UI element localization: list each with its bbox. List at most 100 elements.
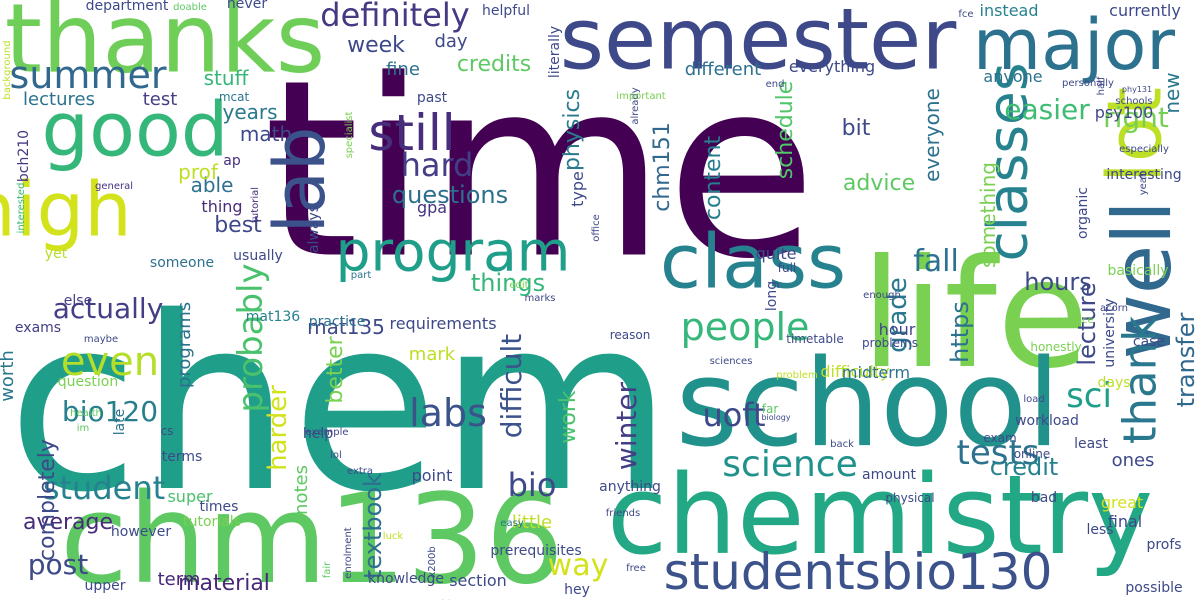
cloud-word: times <box>199 499 239 515</box>
cloud-word: test <box>142 89 178 110</box>
cloud-word: type <box>568 171 587 207</box>
cloud-word: organic <box>1075 186 1091 240</box>
cloud-word: week <box>347 33 405 58</box>
cloud-word: good <box>41 85 229 174</box>
cloud-word: winter <box>610 381 643 471</box>
cloud-word: better <box>323 336 348 404</box>
cloud-word: fair <box>322 561 333 579</box>
cloud-word: something <box>976 162 1000 268</box>
cloud-word: currently <box>1109 1 1181 20</box>
cloud-word: worth <box>0 350 18 402</box>
cloud-word: free <box>626 563 646 574</box>
cloud-word: mat135 <box>307 315 385 339</box>
cloud-word: doable <box>173 2 207 13</box>
cloud-word: midterm <box>841 363 911 382</box>
cloud-word: acorn <box>1099 303 1129 314</box>
cloud-word: science <box>722 444 858 485</box>
cloud-word: less <box>1086 522 1114 538</box>
cloud-word: definitely <box>320 0 470 34</box>
cloud-word: fall <box>913 244 959 279</box>
cloud-word: reason <box>609 328 651 342</box>
cloud-word: mcat <box>218 90 250 104</box>
cloud-word: yet <box>44 246 68 262</box>
cloud-word: major <box>972 4 1176 86</box>
cloud-word: maybe <box>83 334 119 345</box>
cloud-word: ones <box>1111 450 1155 471</box>
cloud-word: knowledge <box>368 571 444 587</box>
cloud-word: example <box>305 427 349 438</box>
cloud-word: background <box>2 40 13 100</box>
cloud-word: time <box>263 27 817 313</box>
cloud-word: problem <box>776 370 818 381</box>
cloud-word: semester <box>559 0 957 90</box>
cloud-word: edit <box>509 280 529 291</box>
cloud-word: years <box>222 100 278 124</box>
cloud-word: never <box>226 0 268 12</box>
cloud-word: practice <box>308 314 366 330</box>
cloud-word: physical <box>885 491 935 505</box>
cloud-word: always <box>306 204 322 254</box>
cloud-word: studentsbio130 <box>663 543 1053 600</box>
cloud-word: physics <box>560 88 585 172</box>
cloud-word: people <box>680 305 810 349</box>
cloud-word: office <box>591 214 602 242</box>
cloud-word: ap <box>223 153 241 169</box>
cloud-word: school <box>675 335 1061 474</box>
cloud-word: workload <box>1015 413 1079 429</box>
cloud-word: average <box>22 510 114 535</box>
cloud-word: else <box>63 293 93 309</box>
cloud-word: department <box>85 0 169 14</box>
cloud-word: uoft <box>702 396 766 434</box>
cloud-word: especially <box>1119 144 1169 155</box>
cloud-word: schools <box>1115 96 1153 107</box>
cloud-word: late <box>112 408 128 436</box>
cloud-word: everything <box>788 57 876 76</box>
cloud-word: summer <box>9 53 167 97</box>
cloud-word: sciences <box>709 356 753 367</box>
cloud-word: bio120 <box>61 395 159 428</box>
cloud-word: section <box>449 571 507 590</box>
cloud-word: bad <box>1030 490 1058 506</box>
cloud-word: fine <box>386 59 420 80</box>
cloud-word: tutorials <box>183 514 241 530</box>
cloud-word: personally <box>1062 78 1114 89</box>
cloud-word: content <box>701 135 726 221</box>
cloud-word: gpa <box>416 198 448 217</box>
cloud-word: thanks <box>4 0 326 95</box>
cloud-word: interesting <box>1106 167 1182 183</box>
cloud-word: point <box>411 466 453 485</box>
cloud-word: anything <box>599 479 661 495</box>
cloud-word: final <box>1107 512 1143 531</box>
cloud-word: easier <box>1004 93 1090 126</box>
cloud-word: end <box>765 79 785 90</box>
cloud-word: basically <box>1107 263 1169 279</box>
cloud-word: credit <box>989 453 1059 481</box>
cloud-word: class <box>659 217 847 306</box>
cloud-word: mark <box>408 344 456 365</box>
cloud-word: prerequisites <box>490 543 582 559</box>
cloud-word: general <box>94 181 134 192</box>
cloud-word: friends <box>605 508 641 519</box>
cloud-word: notes <box>291 465 312 515</box>
cloud-word: case <box>1132 334 1166 350</box>
cloud-word: even <box>60 339 160 385</box>
cloud-word: harder <box>263 385 293 471</box>
cloud-word: profs <box>1146 537 1182 553</box>
cloud-word: everyone <box>920 88 944 182</box>
cloud-word: able <box>190 173 234 197</box>
cloud-word: sci <box>1066 376 1112 416</box>
cloud-word: exams <box>14 320 62 336</box>
cloud-word: super <box>167 487 213 506</box>
cloud-word: quite <box>755 244 797 263</box>
cloud-word: best <box>214 213 262 238</box>
cloud-word: lol <box>330 450 342 461</box>
cloud-word: hour <box>878 320 916 339</box>
cloud-word: life <box>860 228 1090 402</box>
cloud-word: material <box>178 571 270 596</box>
cloud-word: psy100 <box>1094 103 1154 122</box>
cloud-word: term <box>157 569 201 590</box>
cloud-word: little <box>511 512 553 533</box>
cloud-word: stuff <box>203 66 249 90</box>
cloud-word: amount <box>861 467 917 483</box>
cloud-word: experience <box>1038 315 1094 326</box>
